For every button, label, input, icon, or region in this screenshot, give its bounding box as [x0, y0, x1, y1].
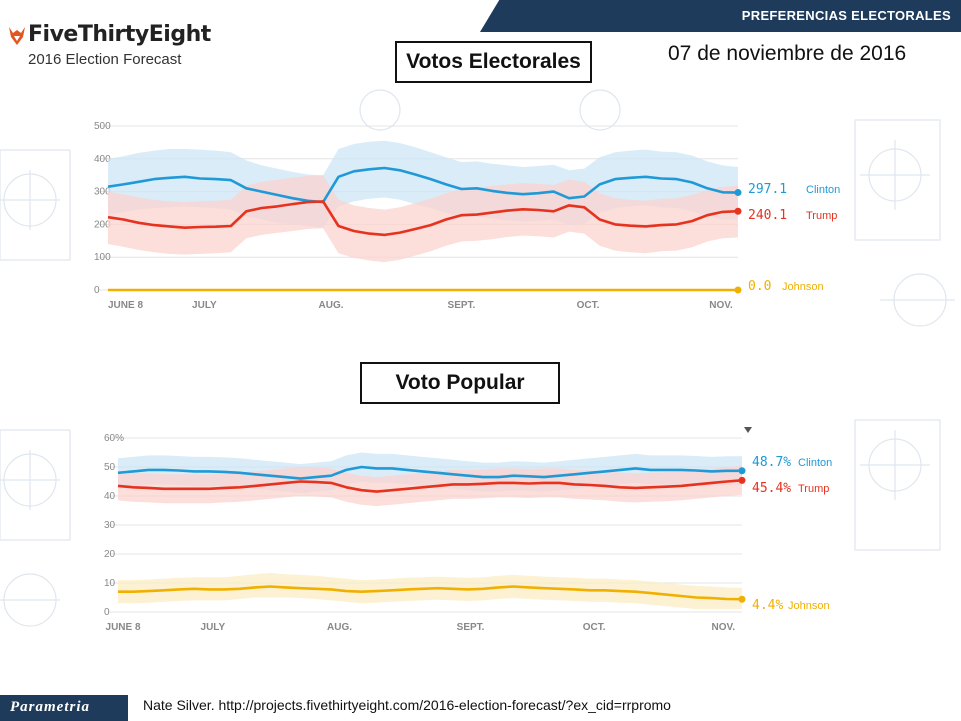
x-tick-label: JUNE 8 [106, 622, 141, 633]
y-tick-label: 100 [94, 252, 111, 263]
series-name-johnson: Johnson [788, 600, 830, 612]
line-clinton [117, 465, 742, 480]
fox-icon [9, 27, 25, 45]
line-trump [107, 200, 739, 237]
value-label-clinton: 48.7% [752, 455, 791, 470]
x-tick-label: SEPT. [448, 300, 476, 311]
x-tick-label: AUG. [319, 300, 344, 311]
series-name-clinton: Clinton [798, 457, 832, 469]
chart2-title: Voto Popular [395, 371, 525, 394]
chart2-title-box: Voto Popular [360, 362, 560, 404]
electoral-votes-chart: 0 100 200 300 400 500 JUNE 8 JULY AUG. SEPT. OCT. N… [94, 121, 840, 311]
top-banner: PREFERENCIAS ELECTORALES [480, 0, 961, 32]
endpoint-johnson [734, 286, 742, 294]
y-tick-label: 20 [104, 549, 116, 560]
y-tick-label: 30 [104, 520, 116, 531]
series-name-johnson: Johnson [782, 281, 824, 293]
chart1-title: Votos Electorales [406, 50, 581, 73]
y-tick-label: 400 [94, 154, 111, 165]
x-tick-label: NOV. [709, 300, 733, 311]
value-label-clinton: 297.1 [748, 182, 787, 197]
value-label-johnson: 4.4% [752, 598, 783, 613]
y-tick-label: 60% [104, 433, 124, 444]
endpoint-trump [734, 207, 742, 215]
line-clinton [107, 166, 739, 204]
current-date-marker-icon [744, 427, 752, 433]
value-label-trump: 45.4% [752, 481, 791, 496]
banner-label: PREFERENCIAS ELECTORALES [741, 8, 951, 23]
y-tick-label: 500 [94, 121, 111, 132]
x-tick-label: JUNE 8 [108, 300, 143, 311]
value-label-trump: 240.1 [748, 208, 787, 223]
line-trump [117, 479, 743, 493]
band-johnson [118, 572, 742, 610]
endpoint-trump [738, 476, 746, 484]
x-tick-label: SEPT. [457, 622, 485, 633]
line-johnson [118, 585, 743, 601]
endpoint-johnson [738, 595, 746, 603]
y-tick-label: 10 [104, 578, 116, 589]
x-tick-label: OCT. [577, 300, 600, 311]
endpoint-clinton [738, 467, 746, 475]
endpoint-clinton [734, 189, 742, 197]
chart1-title-box: Votos Electorales [395, 41, 592, 83]
logo-subtitle: 2016 Election Forecast [28, 51, 182, 68]
source-citation: Nate Silver. http://projects.fivethirtye… [143, 697, 671, 713]
series-name-trump: Trump [798, 483, 829, 495]
x-tick-label: NOV. [712, 622, 736, 633]
y-tick-label: 50 [104, 462, 116, 473]
y-tick-label: 0 [104, 607, 110, 618]
series-name-clinton: Clinton [806, 184, 840, 196]
x-tick-label: JULY [201, 622, 226, 633]
series-name-trump: Trump [806, 210, 837, 222]
y-tick-label: 40 [104, 491, 116, 502]
y-tick-label: 200 [94, 219, 111, 230]
x-tick-label: OCT. [583, 622, 606, 633]
x-tick-label: JULY [192, 300, 217, 311]
y-tick-label: 0 [94, 285, 100, 296]
value-label-johnson: 0.0 [748, 279, 771, 294]
logo-brand: FiveThirtyEight [28, 22, 211, 47]
footer-brand: Parametria [10, 699, 90, 715]
parametria-footer-logo: Parametria [0, 695, 128, 721]
forecast-date: 07 de noviembre de 2016 [668, 42, 907, 65]
y-tick-label: 300 [94, 187, 111, 198]
x-tick-label: AUG. [327, 622, 352, 633]
